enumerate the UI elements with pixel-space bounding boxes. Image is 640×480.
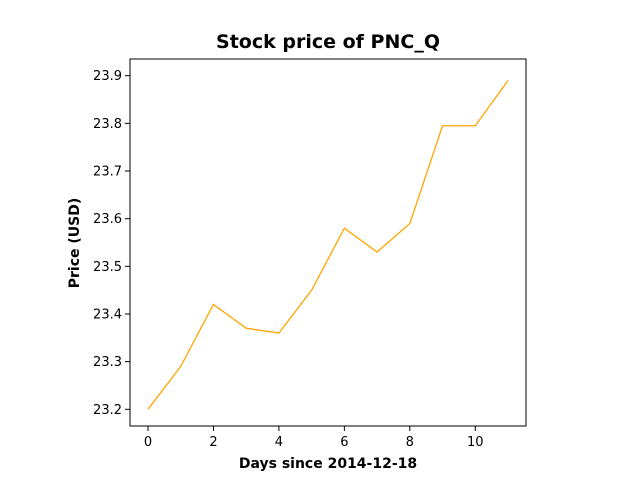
y-tick-label: 23.3 <box>93 355 122 370</box>
x-tick-label: 0 <box>144 435 152 450</box>
x-tick-label: 8 <box>406 435 414 450</box>
price-line <box>147 80 509 410</box>
y-axis-label: Price (USD) <box>67 198 83 289</box>
y-tick-label: 23.8 <box>93 117 122 132</box>
x-axis-label: Days since 2014-12-18 <box>239 456 417 472</box>
plot-frame <box>129 58 527 427</box>
y-tick-label: 23.5 <box>93 260 122 275</box>
y-tick-label: 23.4 <box>93 307 122 322</box>
x-tick-label: 10 <box>467 435 484 450</box>
x-axis: 0 2 4 6 8 10 <box>144 426 484 450</box>
y-tick-label: 23.7 <box>93 165 122 180</box>
y-tick-label: 23.2 <box>93 403 122 418</box>
y-tick-label: 23.6 <box>93 212 122 227</box>
y-tick-label: 23.9 <box>93 69 122 84</box>
x-tick-label: 6 <box>340 435 348 450</box>
plot-area: 0 2 4 6 8 10 23.2 23.3 23.4 23.5 23.6 23.7 23.8 23.9 <box>93 58 527 450</box>
chart-title: Stock price of PNC_Q <box>216 31 440 53</box>
series-group <box>147 80 509 410</box>
x-tick-label: 4 <box>275 435 283 450</box>
x-tick-label: 2 <box>209 435 217 450</box>
y-axis: 23.2 23.3 23.4 23.5 23.6 23.7 23.8 23.9 <box>93 69 130 418</box>
